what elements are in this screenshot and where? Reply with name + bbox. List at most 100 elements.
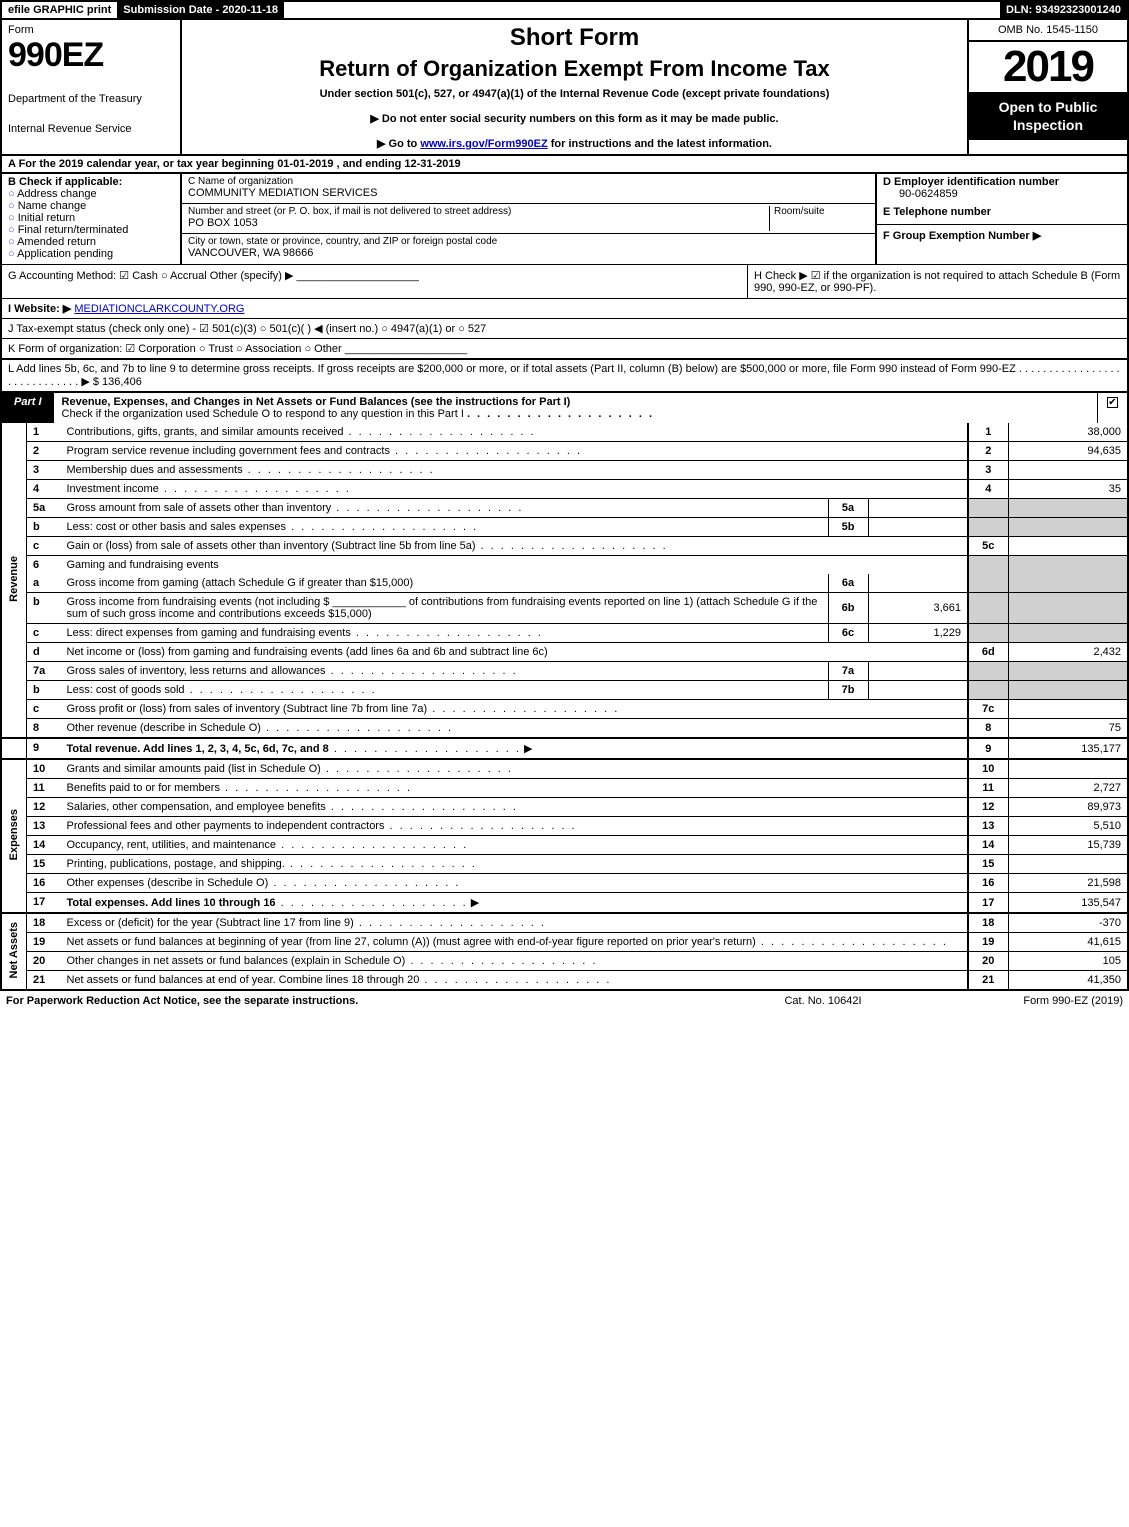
short-form-title: Short Form xyxy=(188,24,961,52)
ln7c-amt xyxy=(1008,700,1128,719)
netassets-vlabel: Net Assets xyxy=(1,913,27,990)
ln6b-grey xyxy=(968,593,1008,624)
ln4-ln: 4 xyxy=(968,480,1008,499)
ln1-ln: 1 xyxy=(968,423,1008,442)
ln6c-num: c xyxy=(27,624,61,643)
header-right: OMB No. 1545-1150 2019 Open to Public In… xyxy=(967,20,1127,154)
ln21-desc: Net assets or fund balances at end of ye… xyxy=(67,974,420,986)
ln10-desc: Grants and similar amounts paid (list in… xyxy=(67,763,321,775)
row-14: 14 Occupancy, rent, utilities, and maint… xyxy=(1,836,1128,855)
revenue-vlabel: Revenue xyxy=(1,423,27,738)
ln19-num: 19 xyxy=(27,933,61,952)
ln1-amt: 38,000 xyxy=(1008,423,1128,442)
expenses-vlabel: Expenses xyxy=(1,759,27,913)
form-title: Return of Organization Exempt From Incom… xyxy=(188,56,961,82)
ln6a-num: a xyxy=(27,574,61,593)
ln19-desc: Net assets or fund balances at beginning… xyxy=(67,936,756,948)
column-def: D Employer identification number 90-0624… xyxy=(877,174,1127,264)
ln5b-sn: 5b xyxy=(828,518,868,537)
ln11-amt: 2,727 xyxy=(1008,779,1128,798)
ln21-ln: 21 xyxy=(968,971,1008,991)
ln18-ln: 18 xyxy=(968,913,1008,933)
ln14-ln: 14 xyxy=(968,836,1008,855)
row-6c: c Less: direct expenses from gaming and … xyxy=(1,624,1128,643)
instructions-link[interactable]: www.irs.gov/Form990EZ xyxy=(420,138,547,150)
form-header: Form 990EZ Department of the Treasury In… xyxy=(0,20,1129,156)
ln16-num: 16 xyxy=(27,874,61,893)
ln7b-sn: 7b xyxy=(828,681,868,700)
paperwork-notice: For Paperwork Reduction Act Notice, see … xyxy=(6,995,723,1007)
ln2-desc: Program service revenue including govern… xyxy=(67,445,390,457)
ln17-desc: Total expenses. Add lines 10 through 16 xyxy=(67,897,276,909)
row-5b: b Less: cost or other basis and sales ex… xyxy=(1,518,1128,537)
ln18-desc: Excess or (deficit) for the year (Subtra… xyxy=(67,917,354,929)
opt-final-return[interactable]: Final return/terminated xyxy=(8,224,174,236)
row-9: 9 Total revenue. Add lines 1, 2, 3, 4, 5… xyxy=(1,738,1128,759)
ln9-amt: 135,177 xyxy=(1008,738,1128,759)
website-label: I Website: ▶ xyxy=(8,303,71,315)
form-word: Form xyxy=(8,24,174,36)
opt-initial-return[interactable]: Initial return xyxy=(8,212,174,224)
part1-checkbox[interactable] xyxy=(1097,393,1127,423)
website-link[interactable]: MEDIATIONCLARKCOUNTY.ORG xyxy=(74,303,244,315)
ln1-desc: Contributions, gifts, grants, and simila… xyxy=(67,426,344,438)
city-row: City or town, state or province, country… xyxy=(182,234,875,264)
opt-address-change[interactable]: Address change xyxy=(8,188,174,200)
part1-title-text: Revenue, Expenses, and Changes in Net As… xyxy=(62,396,571,408)
row-17: 17 Total expenses. Add lines 10 through … xyxy=(1,893,1128,914)
ln11-num: 11 xyxy=(27,779,61,798)
schedule-b-check: H Check ▶ ☑ if the organization is not r… xyxy=(747,265,1127,298)
ein-label: D Employer identification number xyxy=(883,176,1121,188)
ln6-desc: Gaming and fundraising events xyxy=(61,556,969,575)
row-7a: 7a Gross sales of inventory, less return… xyxy=(1,662,1128,681)
ln15-desc: Printing, publications, postage, and shi… xyxy=(67,858,285,870)
ln7a-grey xyxy=(968,662,1008,681)
submission-date: Submission Date - 2020-11-18 xyxy=(117,2,284,18)
ln14-num: 14 xyxy=(27,836,61,855)
tax-year: 2019 xyxy=(969,42,1127,92)
ln8-ln: 8 xyxy=(968,719,1008,739)
arrow-icon xyxy=(521,743,533,755)
ln7c-ln: 7c xyxy=(968,700,1008,719)
row-gh: G Accounting Method: ☑ Cash ○ Accrual Ot… xyxy=(0,264,1129,298)
ln10-ln: 10 xyxy=(968,759,1008,779)
ln6a-grey2 xyxy=(1008,574,1128,593)
ln9-desc: Total revenue. Add lines 1, 2, 3, 4, 5c,… xyxy=(67,743,329,755)
ln12-ln: 12 xyxy=(968,798,1008,817)
opt-amended-return[interactable]: Amended return xyxy=(8,236,174,248)
form-of-organization: K Form of organization: ☑ Corporation ○ … xyxy=(0,338,1129,359)
ln14-desc: Occupancy, rent, utilities, and maintena… xyxy=(67,839,277,851)
ln6c-sv: 1,229 xyxy=(868,624,968,643)
ln3-ln: 3 xyxy=(968,461,1008,480)
ln7a-grey2 xyxy=(1008,662,1128,681)
row-21: 21 Net assets or fund balances at end of… xyxy=(1,971,1128,991)
ln6-grey xyxy=(968,556,1008,575)
part1-tag: Part I xyxy=(2,393,54,423)
ln7c-desc: Gross profit or (loss) from sales of inv… xyxy=(67,703,428,715)
group-exemption-label: F Group Exemption Number ▶ xyxy=(883,229,1121,242)
row-7b: b Less: cost of goods sold 7b xyxy=(1,681,1128,700)
efile-print[interactable]: efile GRAPHIC print xyxy=(2,2,117,18)
ln7a-desc: Gross sales of inventory, less returns a… xyxy=(67,665,326,677)
ln2-num: 2 xyxy=(27,442,61,461)
page-footer: For Paperwork Reduction Act Notice, see … xyxy=(0,991,1129,1011)
row-12: 12 Salaries, other compensation, and emp… xyxy=(1,798,1128,817)
ln6c-grey xyxy=(968,624,1008,643)
ln5b-sv xyxy=(868,518,968,537)
ln6b-num: b xyxy=(27,593,61,624)
opt-name-change[interactable]: Name change xyxy=(8,200,174,212)
topbar-spacer xyxy=(284,2,1000,18)
ln7c-num: c xyxy=(27,700,61,719)
instructions-link-row: ▶ Go to www.irs.gov/Form990EZ for instru… xyxy=(188,137,961,150)
room-label: Room/suite xyxy=(774,206,869,217)
note2-post: for instructions and the latest informat… xyxy=(551,138,772,150)
ln6a-desc: Gross income from gaming (attach Schedul… xyxy=(61,574,829,593)
ln20-ln: 20 xyxy=(968,952,1008,971)
irs: Internal Revenue Service xyxy=(8,123,174,135)
ln5a-grey xyxy=(968,499,1008,518)
opt-application-pending[interactable]: Application pending xyxy=(8,248,174,260)
ln7b-num: b xyxy=(27,681,61,700)
section-l-amount: 136,406 xyxy=(102,376,142,388)
ln5c-desc: Gain or (loss) from sale of assets other… xyxy=(67,540,476,552)
ln4-desc: Investment income xyxy=(67,483,159,495)
